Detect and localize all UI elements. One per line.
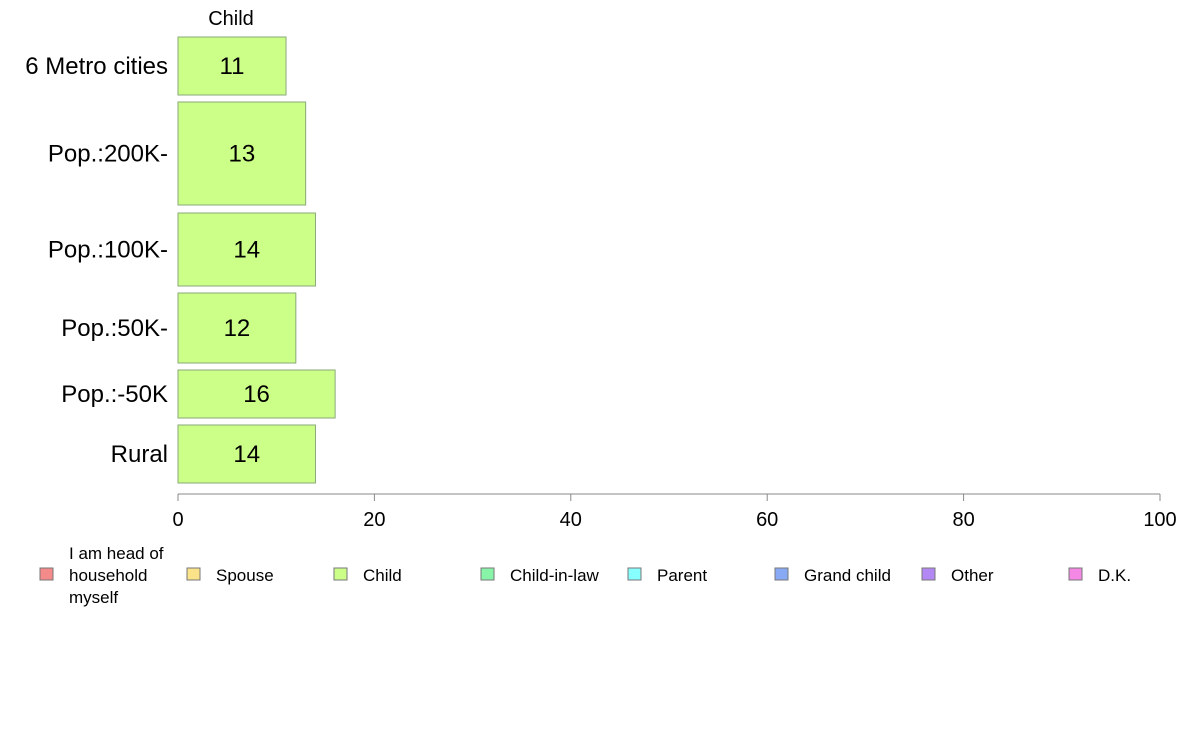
bar: [177, 424, 316, 484]
bar: [177, 292, 297, 364]
legend-swatch: [39, 567, 54, 581]
legend-label: I am head of household myself: [69, 544, 164, 607]
bar: [177, 36, 287, 96]
x-tick-label: 20: [363, 509, 385, 531]
legend-label: Child: [363, 566, 402, 585]
legend-label: Spouse: [216, 566, 274, 585]
bar-value-label: 14: [233, 237, 260, 264]
category-label: 6 Metro cities: [25, 53, 168, 80]
category-label: Rural: [111, 441, 168, 468]
bar: [177, 101, 307, 206]
legend: I am head of household myself Spouse Child Ch…: [39, 544, 1131, 607]
x-tick-label: 0: [172, 509, 183, 531]
category-label: Pop.:-50K: [61, 381, 168, 408]
category-label: Pop.:100K-: [48, 237, 168, 264]
legend-label: Other: [951, 566, 994, 585]
bar-value-label: 12: [224, 315, 251, 342]
legend-label: Child-in-law: [510, 566, 600, 585]
bar: [177, 369, 336, 419]
category-label: Pop.:200K-: [48, 141, 168, 168]
legend-swatch: [627, 567, 642, 581]
bars-group: 6 Metro cities 11 Pop.:200K- 13 Pop.:100K- 14…: [25, 36, 336, 484]
legend-swatch: [774, 567, 789, 581]
x-tick-label: 80: [952, 509, 974, 531]
legend-swatch: [480, 567, 495, 581]
legend-label: Grand child: [804, 566, 891, 585]
legend-swatch: [921, 567, 936, 581]
bar-value-label: 11: [220, 53, 245, 80]
legend-label: Parent: [657, 566, 707, 585]
legend-swatch: [1068, 567, 1083, 581]
x-tick-label: 100: [1143, 509, 1176, 531]
x-axis: 0 20 40 60 80 100: [172, 493, 1177, 531]
bar: [177, 212, 316, 287]
bar-value-label: 13: [228, 141, 255, 168]
legend-swatch: [186, 567, 201, 581]
series-header: Child: [208, 8, 254, 30]
legend-swatch: [333, 567, 348, 581]
x-tick-label: 60: [756, 509, 778, 531]
legend-label: D.K.: [1098, 566, 1131, 585]
x-tick-label: 40: [560, 509, 582, 531]
category-label: Pop.:50K-: [61, 315, 168, 342]
bar-value-label: 16: [243, 381, 270, 408]
bar-value-label: 14: [233, 441, 260, 468]
